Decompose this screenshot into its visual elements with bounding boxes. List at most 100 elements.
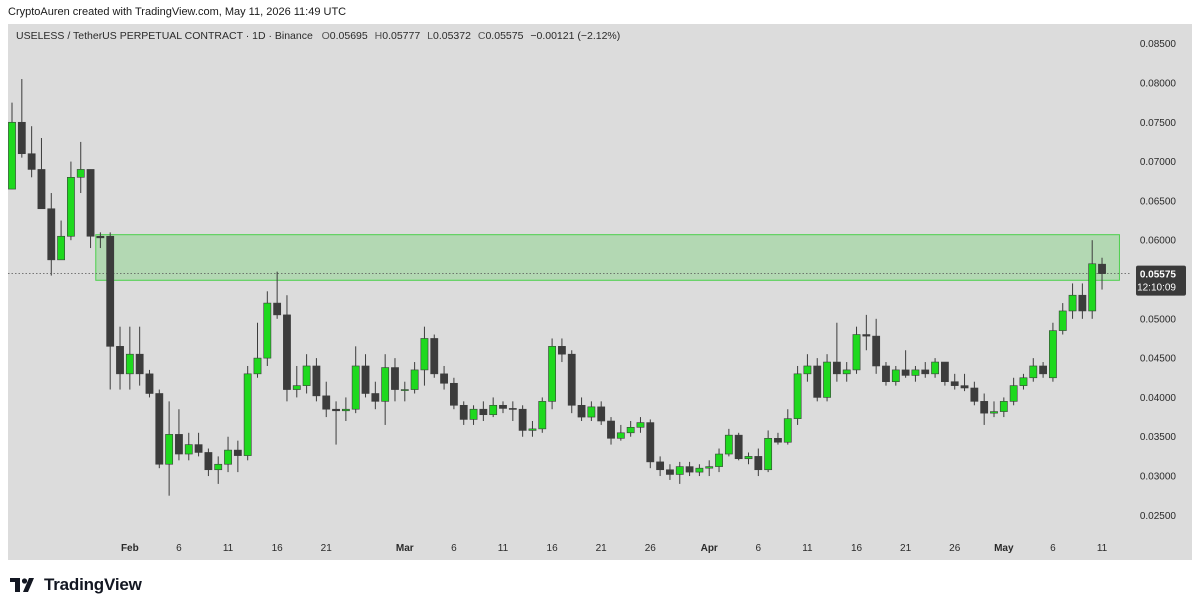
candle-body-up bbox=[381, 367, 390, 402]
candle-body-up bbox=[715, 453, 723, 467]
close-value: 0.05575 bbox=[485, 30, 524, 42]
candle bbox=[263, 291, 272, 366]
candle bbox=[243, 365, 252, 461]
candle bbox=[734, 432, 743, 461]
time-tick-label: 21 bbox=[596, 543, 608, 554]
price-tick-label: 0.04000 bbox=[1140, 393, 1177, 404]
candle bbox=[783, 409, 792, 445]
candle bbox=[508, 401, 517, 422]
candle-body-down bbox=[322, 395, 331, 410]
candle-body-down bbox=[567, 353, 576, 406]
candle-body-up bbox=[1049, 330, 1057, 379]
time-tick-label: May bbox=[994, 543, 1014, 554]
candle-body-up bbox=[489, 404, 498, 416]
candle bbox=[744, 452, 753, 465]
candle-body-up bbox=[852, 334, 861, 371]
low-value: 0.05372 bbox=[432, 30, 471, 42]
bar-countdown: 12:10:09 bbox=[1137, 283, 1176, 294]
candle-body-down bbox=[1098, 263, 1106, 274]
candle-body-up bbox=[724, 434, 733, 455]
candle-body-up bbox=[1019, 377, 1028, 386]
candle bbox=[548, 338, 556, 410]
candle bbox=[204, 448, 213, 477]
brand-footer[interactable]: TradingView bbox=[10, 573, 142, 597]
time-tick-label: 6 bbox=[1050, 543, 1056, 554]
candle bbox=[57, 220, 65, 261]
candle bbox=[999, 397, 1008, 418]
price-tick-label: 0.08500 bbox=[1140, 39, 1177, 50]
candle bbox=[803, 354, 812, 382]
candle bbox=[852, 326, 861, 374]
candle-body-down bbox=[518, 408, 527, 431]
candle bbox=[901, 350, 910, 378]
candle bbox=[1098, 257, 1106, 290]
candle bbox=[224, 436, 232, 473]
candle-body-down bbox=[37, 169, 46, 210]
candle-body-up bbox=[263, 302, 272, 359]
candle bbox=[666, 464, 674, 480]
candle bbox=[283, 295, 291, 402]
candle bbox=[17, 79, 26, 158]
candle-body-down bbox=[361, 365, 370, 394]
candle bbox=[882, 362, 890, 386]
candle-body-up bbox=[911, 369, 920, 376]
time-tick-label: 16 bbox=[547, 543, 559, 554]
time-tick-label: 11 bbox=[802, 543, 813, 554]
candle-body-down bbox=[204, 452, 213, 471]
candle-body-down bbox=[646, 422, 655, 463]
change-value: −0.00121 (−2.12%) bbox=[530, 30, 621, 42]
time-tick-label: 16 bbox=[272, 543, 284, 554]
candle-body-down bbox=[430, 338, 439, 375]
candle-body-up bbox=[341, 408, 350, 412]
candle-body-up bbox=[636, 422, 645, 428]
candle-body-up bbox=[803, 365, 812, 375]
candle bbox=[391, 358, 399, 402]
candle-body-down bbox=[96, 235, 105, 239]
candle bbox=[400, 381, 409, 402]
candle bbox=[67, 161, 75, 241]
candle bbox=[145, 369, 154, 398]
chart-panel[interactable] bbox=[8, 24, 1192, 560]
candle bbox=[86, 169, 95, 249]
candle-body-up bbox=[400, 389, 409, 391]
candle-body-down bbox=[960, 385, 969, 389]
candle-body-up bbox=[125, 353, 134, 375]
candle bbox=[292, 365, 301, 398]
candle-body-down bbox=[940, 361, 949, 382]
candle-body-down bbox=[145, 373, 154, 394]
candle bbox=[558, 338, 566, 363]
candle bbox=[135, 326, 144, 386]
price-tick-label: 0.05000 bbox=[1140, 314, 1177, 325]
candle-body-down bbox=[577, 404, 586, 418]
candle-body-up bbox=[999, 401, 1008, 412]
price-tick-label: 0.02500 bbox=[1140, 511, 1177, 522]
time-tick-label: Feb bbox=[121, 543, 139, 554]
candle bbox=[76, 141, 85, 194]
price-tick-label: 0.03000 bbox=[1140, 472, 1177, 483]
candle bbox=[636, 417, 645, 433]
candle bbox=[96, 232, 105, 249]
candle-body-up bbox=[626, 426, 635, 434]
candle-body-down bbox=[312, 365, 321, 397]
candle bbox=[774, 432, 782, 445]
candle bbox=[194, 432, 203, 457]
candle-body-down bbox=[106, 235, 115, 347]
candle bbox=[1068, 283, 1077, 319]
candle bbox=[754, 448, 763, 477]
candle-body-up bbox=[931, 361, 939, 375]
candle-body-up bbox=[1088, 263, 1097, 312]
candle-body-up bbox=[528, 428, 537, 431]
candle-body-down bbox=[440, 373, 448, 384]
candle bbox=[1039, 362, 1047, 378]
time-tick-label: 11 bbox=[223, 543, 234, 554]
candle-body-down bbox=[499, 404, 507, 409]
time-axis[interactable]: 2126Feb6111621Mar611162126Apr611162126Ma… bbox=[0, 543, 1108, 554]
candle-body-down bbox=[86, 169, 95, 237]
brand-name: TradingView bbox=[44, 575, 142, 594]
candle bbox=[1029, 358, 1038, 382]
resistance-zone-layer bbox=[95, 234, 1120, 281]
open-value: 0.05695 bbox=[329, 30, 368, 42]
candle bbox=[1088, 240, 1097, 319]
candle-body-down bbox=[391, 367, 399, 390]
